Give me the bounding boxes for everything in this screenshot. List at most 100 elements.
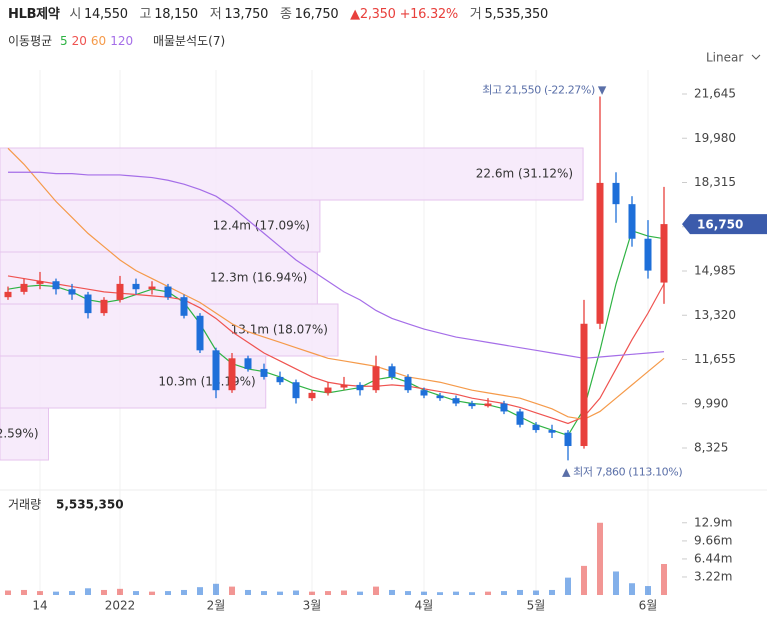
y-tick-label: 19,980: [694, 131, 736, 145]
volume-bar: [229, 586, 235, 595]
volume-bar: [69, 591, 75, 595]
volume-bar: [261, 591, 267, 595]
volume-bar: [309, 591, 315, 595]
volume-bar: [501, 591, 507, 595]
volume-bar: [469, 592, 475, 595]
candle-body: [4, 291, 12, 298]
volume-bar: [373, 586, 379, 595]
volume-tick-label: 3.22m: [694, 569, 732, 583]
candle-body: [372, 366, 380, 391]
candle-body: [260, 368, 268, 377]
item-label: 저: [209, 7, 222, 22]
profile-label: 1.88m (2.59%): [0, 427, 39, 441]
volume-bar: [389, 589, 395, 595]
volume-bar: [629, 583, 635, 595]
x-tick-label: 14: [32, 599, 47, 613]
volume-bar: [325, 591, 331, 595]
volume-bar: [405, 591, 411, 595]
candle-body: [20, 283, 28, 292]
volume-bar: [613, 571, 619, 595]
item-label: 고: [139, 7, 152, 22]
volume-bar: [53, 591, 59, 595]
volume-bar: [101, 589, 107, 595]
candle-body: [228, 358, 236, 391]
volume-bar: [197, 587, 203, 595]
volume-bar: [165, 591, 171, 595]
candle-body: [356, 384, 364, 391]
volume-bar: [565, 577, 571, 595]
ma-series: 5 20 60 120: [60, 34, 137, 48]
volume-bar: [277, 591, 283, 595]
volume-bar: [661, 564, 667, 595]
volume-bar: [181, 589, 187, 595]
profile-label: 22.6m (31.12%): [476, 167, 573, 181]
scale-mode: Linear: [706, 51, 743, 65]
stock-name: HLB제약: [8, 7, 60, 22]
y-tick-label: 11,655: [694, 352, 736, 366]
candle-body: [484, 403, 492, 407]
volume-tick-label: 6.44m: [694, 551, 732, 565]
legend-entry: 60: [90, 34, 107, 48]
candle-body: [116, 283, 124, 300]
volume-bar: [597, 522, 603, 595]
legend-entry: 20: [71, 34, 87, 48]
profile-label[interactable]: 매물분석도(7): [152, 34, 226, 48]
x-tick-label: 2022: [105, 599, 136, 613]
x-tick-label: 5월: [527, 599, 546, 613]
candle-body: [36, 281, 44, 284]
ma-label: 이동평균: [8, 34, 53, 48]
x-tick-label: 4월: [415, 599, 434, 613]
volume-bar: [533, 590, 539, 595]
item-value: 16,750: [294, 7, 339, 22]
item-label: 시: [69, 7, 82, 22]
item-value: 14,550: [84, 7, 128, 22]
candle-body: [644, 238, 652, 271]
profile-label: 13.1m (18.07%): [231, 323, 328, 337]
candle-body: [132, 283, 140, 290]
candle-body: [580, 323, 588, 447]
profile-band: [0, 407, 50, 461]
x-tick-label: 3월: [303, 599, 322, 613]
chevron: [751, 54, 761, 60]
candle-body: [324, 387, 332, 393]
candle-body: [68, 289, 76, 295]
volume-bar: [117, 588, 123, 595]
volume-bar: [485, 591, 491, 595]
volume-bar: [437, 592, 443, 595]
candle-body: [500, 403, 508, 412]
candle-body: [452, 398, 460, 404]
volume-bar: [549, 589, 555, 595]
ma-legend: 이동평균 5 20 60 120 매물분석도(7): [8, 32, 229, 49]
volume-bar: [5, 590, 11, 595]
volume-tick-label: 12.9m: [694, 515, 732, 529]
volume-bar: [37, 591, 43, 595]
candle-body: [292, 382, 300, 399]
volume-title: 거래량: [8, 498, 41, 512]
candle-body: [548, 430, 556, 433]
profile-band: [0, 147, 584, 201]
candle-body: [404, 376, 412, 391]
candle-body: [564, 432, 572, 447]
profile-band: [0, 303, 339, 357]
item-label: 종: [279, 7, 292, 22]
item-value: 18,150: [154, 7, 198, 22]
y-tick-label: 9,990: [694, 396, 728, 410]
volume-bar: [245, 589, 251, 595]
item-label: 거: [469, 7, 482, 22]
last-price-label: 16,750: [697, 218, 743, 232]
y-tick-label: 8,325: [694, 441, 728, 455]
y-tick-label: 14,985: [694, 264, 736, 278]
candle-body: [660, 224, 668, 283]
candle-body: [276, 376, 284, 383]
profile-label: 12.4m (17.09%): [213, 219, 310, 233]
candle-body: [180, 297, 188, 316]
candle-body: [420, 390, 428, 396]
volume-bar: [133, 591, 139, 595]
x-tick-label: 2월: [207, 599, 226, 613]
candle-body: [212, 350, 220, 391]
volume-bar: [357, 591, 363, 595]
candle-body: [468, 403, 476, 407]
price-header: HLB제약 시 14,550 고 18,150 저 13,750 종 16,750 ▲2…: [8, 3, 556, 22]
